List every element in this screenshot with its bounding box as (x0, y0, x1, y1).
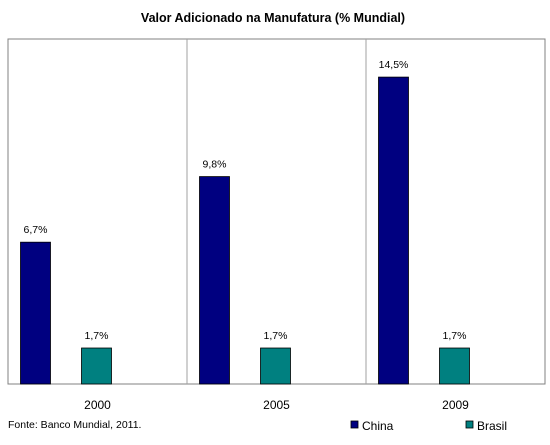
plot-area-frame (7, 38, 546, 385)
legend-swatch-china (350, 420, 359, 429)
legend: China Brasil (350, 419, 507, 433)
legend-label-china: China (362, 419, 394, 433)
data-label-china-2005: 9,8% (203, 159, 227, 171)
bar-brasil-2000 (81, 347, 112, 385)
legend-swatch-brasil (465, 420, 474, 429)
bar-china-2005 (199, 176, 230, 385)
bar-china-2009 (378, 76, 409, 385)
data-label-brasil-2000: 1,7% (85, 330, 109, 342)
bar-brasil-2005 (260, 347, 291, 385)
data-label-china-2009: 14,5% (379, 59, 409, 71)
data-labels-group: 6,7% 1,7% 9,8% 1,7% 14,5% 1,7% (24, 59, 467, 342)
chart-title: Valor Adicionado na Manufatura (% Mundia… (141, 11, 405, 25)
category-axis-labels: 2000 2005 2009 (84, 398, 469, 412)
category-label-2000: 2000 (84, 398, 111, 412)
data-label-brasil-2009: 1,7% (443, 330, 467, 342)
category-dividers (186, 39, 367, 384)
category-label-2009: 2009 (442, 398, 469, 412)
data-label-brasil-2005: 1,7% (264, 330, 288, 342)
bar-brasil-2009 (439, 347, 470, 385)
legend-label-brasil: Brasil (477, 419, 507, 433)
bars-group (20, 76, 470, 385)
category-label-2005: 2005 (263, 398, 290, 412)
bar-china-2000 (20, 241, 51, 385)
source-note: Fonte: Banco Mundial, 2011. (8, 419, 141, 431)
data-label-china-2000: 6,7% (24, 224, 48, 236)
